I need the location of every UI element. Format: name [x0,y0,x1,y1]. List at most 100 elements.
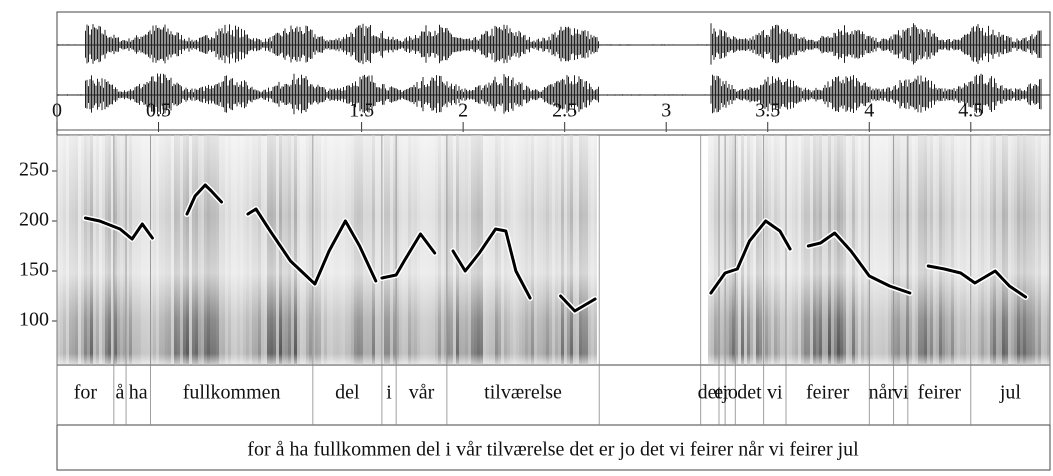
spectrogram-column [348,135,351,365]
spectrogram-column [99,135,102,365]
spectrogram-column [255,135,258,365]
spectrogram-column [171,135,174,365]
spectrogram-column [879,135,882,365]
spectrogram-column [111,135,114,365]
spectrogram-column [957,135,960,365]
word-label: det [698,382,723,404]
spectrogram-column [750,135,753,365]
spectrogram-column [771,135,774,365]
spectrogram-column [126,135,129,365]
spectrogram-column [393,135,396,365]
spectrogram-column [417,135,420,365]
waveform [56,23,1050,115]
word-label: det [737,382,762,404]
spectrogram [57,135,1050,365]
spectrogram-column [579,135,582,365]
spectrogram-column [933,135,936,365]
spectrogram-column [288,135,291,365]
spectrogram-column [1041,135,1044,365]
spectrogram-column [264,135,267,365]
spectrogram-column [1023,135,1026,365]
spectrogram-column [783,135,786,365]
spectrogram-column [342,135,345,365]
spectrogram-column [390,135,393,365]
spectrogram-column [153,135,156,365]
spectrogram-column [105,135,108,365]
spectrogram-column [873,135,876,365]
spectrogram-column [150,135,153,365]
spectrogram-column [210,135,213,365]
spectrogram-column [123,135,126,365]
spectrogram-column [237,135,240,365]
spectrogram-column [756,135,759,365]
spectrogram-column [309,135,312,365]
spectrogram-column [174,135,177,365]
word-label: når [869,382,895,404]
spectrogram-column [159,135,162,365]
spectrogram-column [66,135,69,365]
x-tick-label: 2 [458,100,468,122]
spectrogram-column [96,135,99,365]
spectrogram-column [984,135,987,365]
spectrogram-column [978,135,981,365]
spectrogram-column [555,135,558,365]
spectrogram-column [795,135,798,365]
spectrogram-column [801,135,804,365]
spectrogram-column [306,135,309,365]
word-label: ha [129,382,148,404]
spectrogram-column [927,135,930,365]
spectrogram-column [798,135,801,365]
pitch-contour [83,183,1028,313]
spectrogram-column [387,135,390,365]
spectrogram-column [1035,135,1038,365]
spectrogram-column [888,135,891,365]
spectrogram-column [963,135,966,365]
spectrogram-column [993,135,996,365]
spectrogram-column [1029,135,1032,365]
spectrogram-column [1047,135,1050,365]
spectrogram-column [855,135,858,365]
spectrogram-column [138,135,141,365]
spectrogram-column [807,135,810,365]
spectrogram-column [168,135,171,365]
spectrogram-column [534,135,537,365]
spectrogram-column [276,135,279,365]
spectrogram-column [186,135,189,365]
spectrogram-column [456,135,459,365]
spectrogram-column [78,135,81,365]
spectrogram-column [303,135,306,365]
spectrogram-column [156,135,159,365]
spectrogram-column [900,135,903,365]
spectrogram-column [540,135,543,365]
spectrogram-column [588,135,591,365]
spectrogram-column [252,135,255,365]
spectrogram-column [753,135,756,365]
sentence: for å ha fullkommen del i vår tilværelse… [247,439,859,461]
spectrogram-column [531,135,534,365]
spectrogram-column [528,135,531,365]
spectrogram-column [420,135,423,365]
spectrogram-column [717,135,720,365]
spectrogram-column [84,135,87,365]
waveform-trace [56,23,1049,65]
spectrogram-column [204,135,207,365]
spectrogram-column [213,135,216,365]
spectrogram-column [321,135,324,365]
word-label: å [116,382,125,404]
spectrogram-column [1020,135,1023,365]
spectrogram-column [297,135,300,365]
spectrogram-column [564,135,567,365]
spectrogram-column [1011,135,1014,365]
spectrogram-column [723,135,726,365]
spectrogram-column [831,135,834,365]
spectrogram-column [921,135,924,365]
spectrogram-column [261,135,264,365]
spectrogram-column [939,135,942,365]
word-label: i [386,382,392,404]
word-label: tilværelse [484,382,562,404]
spectrogram-column [462,135,465,365]
spectrogram-column [369,135,372,365]
spectrogram-column [366,135,369,365]
spectrogram-column [714,135,717,365]
spectrogram-column [759,135,762,365]
